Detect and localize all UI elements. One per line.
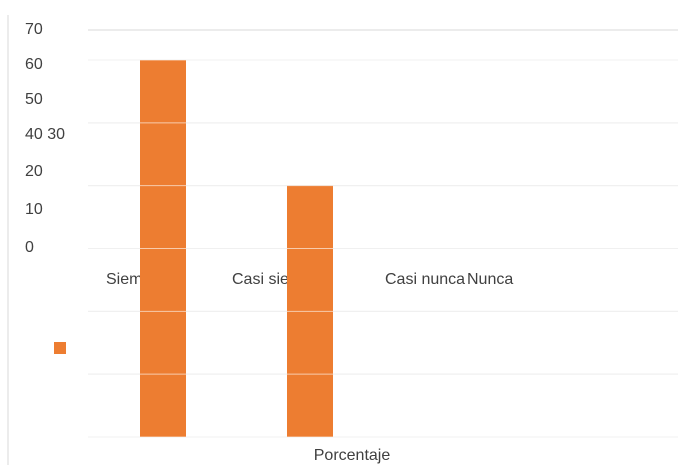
- x-tick-label: Casi nunca: [385, 271, 465, 288]
- y-tick-label: 70: [25, 21, 43, 38]
- y-tick-label: 60: [25, 56, 43, 73]
- legend-swatch: [54, 342, 66, 354]
- y-tick-label: 40 30: [25, 126, 65, 143]
- series-name: Porcentaje: [314, 447, 391, 464]
- y-tick-label: 20: [25, 163, 43, 180]
- y-tick-label: 0: [25, 239, 34, 256]
- x-tick-label: Nunca: [467, 271, 513, 288]
- y-tick-label: 10: [25, 201, 43, 218]
- y-tick-label: 50: [25, 91, 43, 108]
